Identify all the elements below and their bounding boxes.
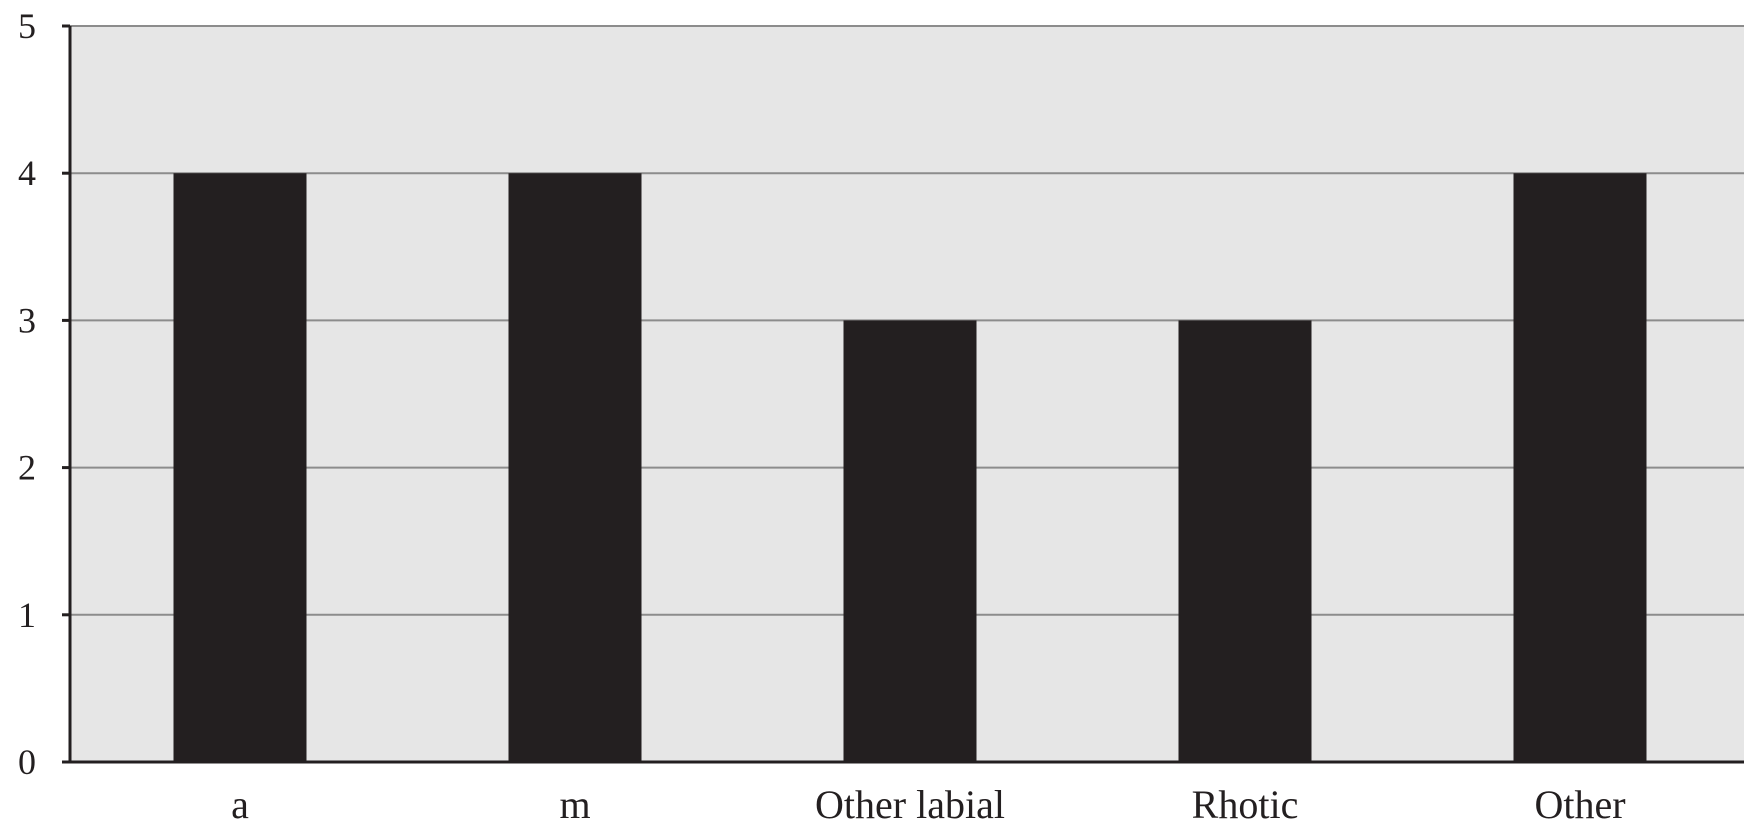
y-tick-label-5: 5 (18, 6, 36, 46)
y-tick-label-4: 4 (18, 153, 36, 193)
y-tick-labels: 0 1 2 3 4 5 (18, 6, 36, 782)
y-tick-label-1: 1 (18, 595, 36, 635)
axes (62, 24, 1744, 764)
y-tick-label-2: 2 (18, 448, 36, 488)
x-category-label-rhotic: Rhotic (1192, 782, 1299, 827)
y-tick-label-0: 0 (18, 742, 36, 782)
bar-other-labial (843, 320, 977, 762)
bar-rhotic (1178, 320, 1312, 762)
x-category-labels: a m Other labial Rhotic Other (231, 782, 1625, 827)
x-category-label-other: Other (1534, 782, 1625, 827)
bar-m (508, 173, 642, 762)
bar-a (173, 173, 307, 762)
bar-other (1513, 173, 1647, 762)
y-tick-label-3: 3 (18, 300, 36, 340)
bars (173, 173, 1647, 762)
x-category-label-a: a (231, 782, 249, 827)
x-category-label-other-labial: Other labial (815, 782, 1005, 827)
x-category-label-m: m (559, 782, 590, 827)
